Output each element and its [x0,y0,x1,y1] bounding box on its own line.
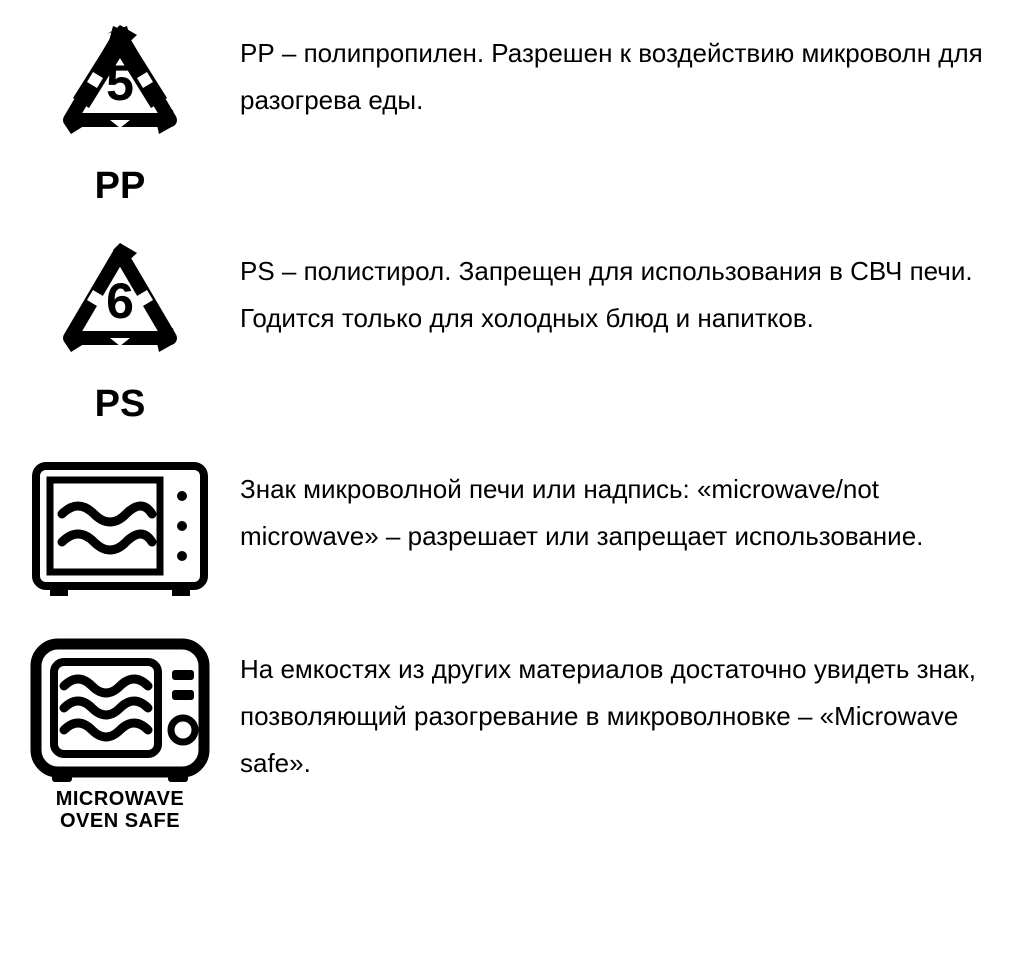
icon-microwave2: MICROWAVE OVEN SAFE [30,636,210,832]
microwave-icon [30,456,210,606]
recycle-triangle-icon: 6 [45,238,195,388]
microwave-safe-icon [30,636,210,786]
recycle-label-pp: PP [95,165,146,208]
icon-pp: 5 PP [30,20,210,208]
text-pp: РР – полипропилен. Разрешен к воздействи… [240,20,996,124]
row-microwave1: Знак микроволной печи или надпись: «micr… [30,456,996,606]
row-ps: 6 PS PS – полистирол. Запрещен для испол… [30,238,996,426]
text-ps: PS – полистирол. Запрещен для использова… [240,238,996,342]
recycle-number-5: 5 [106,55,134,111]
row-microwave2: MICROWAVE OVEN SAFE На емкостях из други… [30,636,996,832]
mw-label-line2: OVEN SAFE [60,810,180,832]
icon-ps: 6 PS [30,238,210,426]
microwave-safe-label: MICROWAVE OVEN SAFE [56,788,185,832]
recycle-number-6: 6 [106,273,134,329]
recycle-triangle-icon: 5 [45,20,195,170]
row-pp: 5 PP РР – полипропилен. Разрешен к возде… [30,20,996,208]
recycle-label-ps: PS [95,383,146,426]
text-microwave1: Знак микроволной печи или надпись: «micr… [240,456,996,560]
mw-label-line1: MICROWAVE [56,788,185,810]
text-microwave2: На емкостях из других материалов достато… [240,636,996,786]
icon-microwave1 [30,456,210,606]
